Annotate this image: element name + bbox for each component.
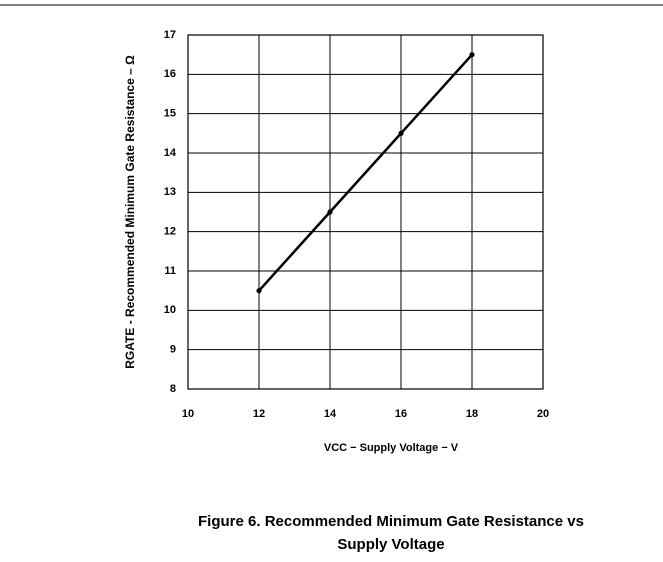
x-tick-label: 14 <box>324 408 337 420</box>
figure-caption: Figure 6. Recommended Minimum Gate Resis… <box>198 513 584 553</box>
y-tick-label: 8 <box>170 383 176 395</box>
x-tick-label: 10 <box>182 408 194 420</box>
y-tick-label: 14 <box>164 147 177 159</box>
y-tick-label: 15 <box>164 108 176 120</box>
x-tick-label: 16 <box>395 408 407 420</box>
y-tick-label: 16 <box>164 68 176 80</box>
y-tick-label: 10 <box>164 304 176 316</box>
data-point <box>256 288 262 294</box>
data-point <box>327 209 333 215</box>
x-tick-label: 12 <box>253 408 265 420</box>
x-tick-label: 18 <box>466 408 478 420</box>
y-tick-label: 9 <box>170 344 176 356</box>
data-line <box>258 53 473 292</box>
x-axis-label: VCC − Supply Voltage − V <box>324 442 459 454</box>
plot-frame <box>187 34 544 390</box>
y-axis-label: RGATE - Recommended Minimum Gate Resista… <box>123 55 137 369</box>
y-tick-label: 12 <box>164 226 176 238</box>
y-tick-label: 13 <box>164 186 176 198</box>
y-tick-label: 11 <box>164 265 176 277</box>
data-point <box>469 52 475 58</box>
data-point <box>398 130 404 136</box>
x-tick-label: 20 <box>537 408 549 420</box>
y-tick-label: 17 <box>164 29 176 41</box>
